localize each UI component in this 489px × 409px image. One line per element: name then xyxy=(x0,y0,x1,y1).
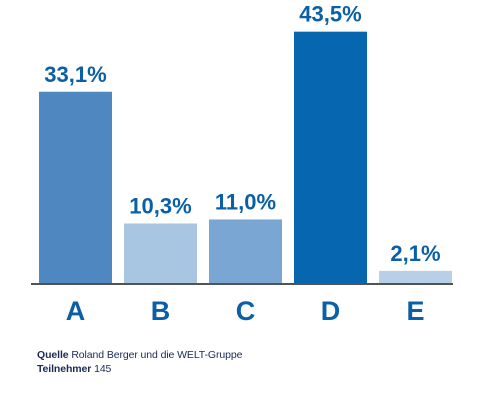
bar-e xyxy=(379,270,452,283)
participants-text: 145 xyxy=(94,363,112,375)
source-note: Quelle Roland Berger und die WELT-Gruppe xyxy=(37,349,242,361)
category-label-d: D xyxy=(321,296,341,326)
value-label-d: 43,5% xyxy=(299,2,361,27)
value-labels-group: 33,1% 10,3% 11,0% 43,5% 2,1% xyxy=(44,2,440,266)
category-label-c: C xyxy=(236,296,256,326)
category-label-a: A xyxy=(66,296,86,326)
bar-a xyxy=(39,91,112,283)
value-label-a: 33,1% xyxy=(44,62,106,87)
category-label-e: E xyxy=(406,296,424,326)
participants-label: Teilnehmer xyxy=(37,363,92,375)
category-labels-group: A B C D E xyxy=(66,296,425,326)
participants-note: Teilnehmer 145 xyxy=(37,363,111,375)
value-label-b: 10,3% xyxy=(129,193,191,218)
bar-c xyxy=(209,219,282,283)
bar-b xyxy=(124,223,197,283)
bars-group xyxy=(39,31,452,283)
source-text: Roland Berger und die WELT-Gruppe xyxy=(71,349,243,361)
value-label-e: 2,1% xyxy=(390,241,440,266)
bar-d xyxy=(294,31,367,283)
category-label-b: B xyxy=(151,296,171,326)
value-label-c: 11,0% xyxy=(215,189,276,214)
source-label: Quelle xyxy=(37,349,69,361)
